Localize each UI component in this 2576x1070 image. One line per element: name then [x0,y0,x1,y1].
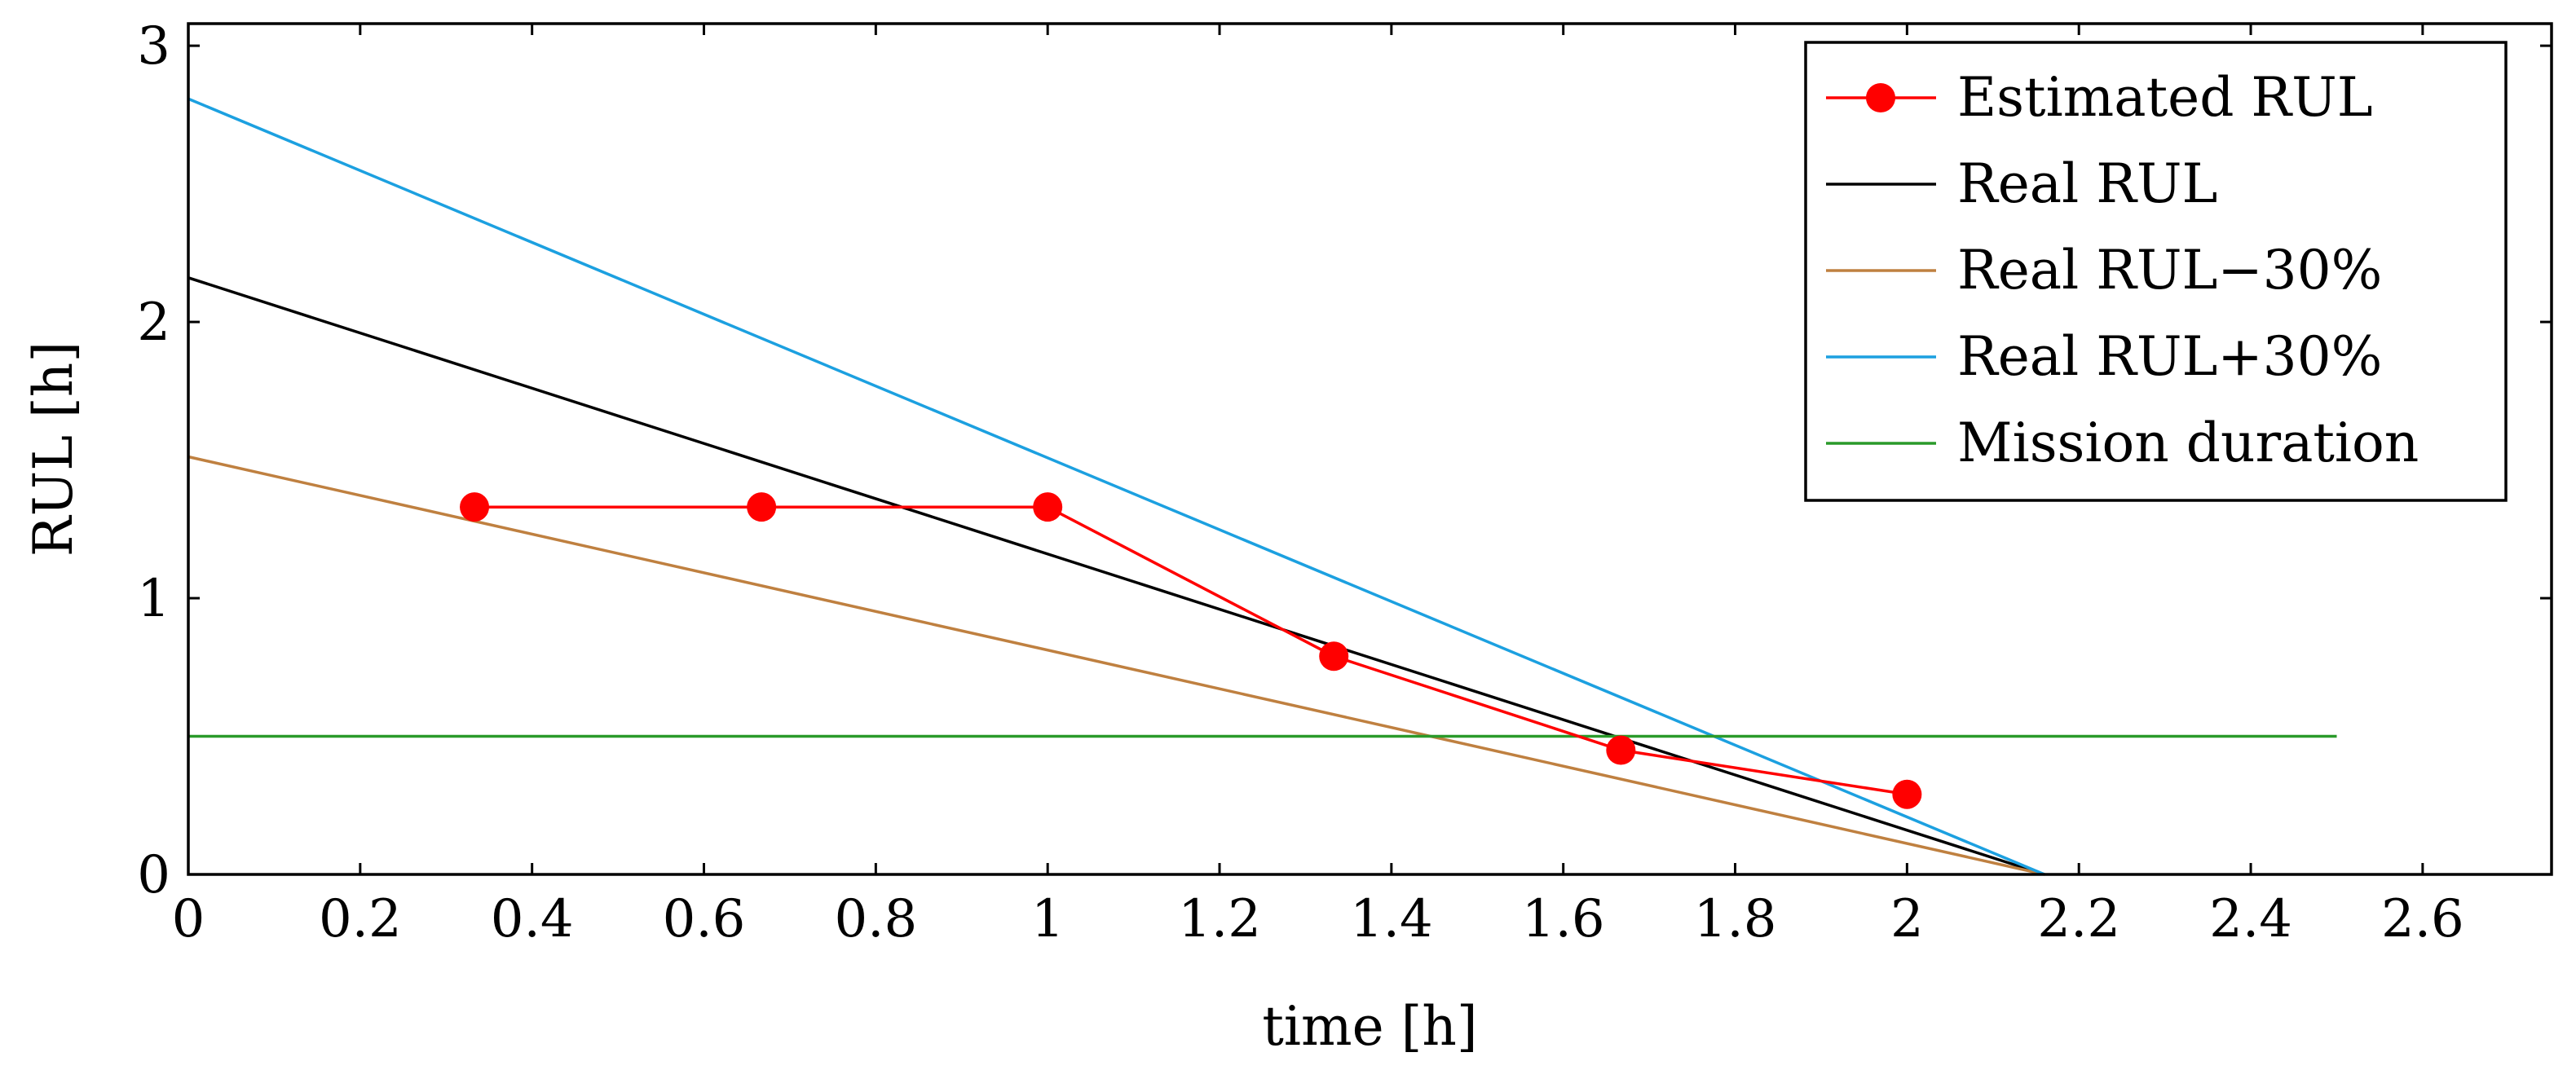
x-tick-label: 0.6 [663,889,746,949]
data-point-estimated-rul [1892,779,1922,809]
x-tick-label: 2.4 [2209,889,2292,949]
x-tick-label: 1.2 [1178,889,1261,949]
x-tick-label: 2 [1890,889,1924,949]
series-line-real-rul-30 [187,97,2045,876]
x-tick-label: 2.6 [2381,889,2464,949]
legend-label-estimated-rul: Estimated RUL [1957,66,2373,129]
data-point-estimated-rul [747,492,777,522]
x-tick-label: 1.6 [1522,889,1605,949]
legend-marker-estimated-rul [1866,83,1895,112]
y-tick-label: 0 [137,845,170,905]
series-line-real-rul-30 [187,455,2045,876]
x-tick-label: 1.8 [1694,889,1777,949]
y-tick-label: 3 [137,16,170,77]
x-tick-label: 1.4 [1350,889,1433,949]
legend-label-real-rul: Real RUL [1957,152,2217,215]
series-layer [187,97,2337,876]
y-axis-title: RUL [h] [22,341,85,557]
x-tick-label: 0.4 [491,889,574,949]
legend-label-real-rul-30: Real RUL−30% [1957,239,2382,302]
data-point-estimated-rul [460,492,490,522]
x-axis-title: time [h] [1262,995,1477,1058]
legend: Estimated RUL Real RUL Real RUL−30% Real RU… [1804,41,2508,502]
y-tick-label: 1 [137,569,170,629]
legend-label-mission-duration: Mission duration [1957,412,2419,474]
data-point-estimated-rul [1606,735,1636,765]
series-line-real-rul [187,276,2045,876]
x-tick-label: 0 [172,889,205,949]
x-tick-label: 0.8 [834,889,917,949]
data-point-estimated-rul [1319,641,1349,672]
x-tick-label: 2.2 [2037,889,2120,949]
x-tick-label: 1 [1031,889,1065,949]
series-line-estimated-rul [474,505,1908,796]
axes-layer: 0 0.2 0.4 0.6 0.8 1 1.2 1.4 1.6 1.8 2 2.2 2.4 2.6 0 1 2 3 [137,16,2553,949]
x-tick-label: 0.2 [319,889,402,949]
plot-frame [187,22,2553,876]
y-tick-label: 2 [137,293,170,353]
legend-label-real-rul-30: Real RUL+30% [1957,325,2382,388]
data-point-estimated-rul [1033,492,1063,522]
